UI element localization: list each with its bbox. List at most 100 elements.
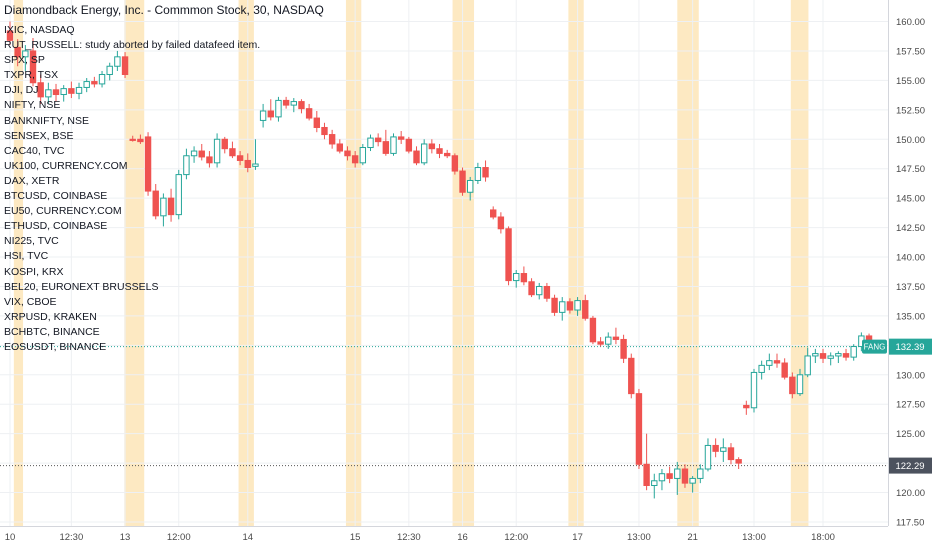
candle-body xyxy=(835,353,842,357)
legend-item[interactable]: XRPUSD, KRAKEN xyxy=(4,310,97,323)
candle-body xyxy=(720,447,727,452)
candle xyxy=(589,315,597,345)
candle xyxy=(14,39,21,67)
candle xyxy=(22,45,29,71)
price-tick-label: 137.50 xyxy=(896,282,925,293)
legend-item[interactable]: NIFTY, NSE xyxy=(4,99,61,112)
chart-title: Diamondback Energy, Inc. - Commmon Stock… xyxy=(4,3,324,17)
legend-item[interactable]: UK100, CURRENCY.COM xyxy=(4,159,128,172)
candle-body xyxy=(259,110,267,121)
candle-body xyxy=(443,152,451,157)
legend-item[interactable]: VIX, CBOE xyxy=(4,295,57,308)
candle xyxy=(490,206,497,220)
candle-body xyxy=(29,50,37,84)
legend-item[interactable]: SENSEX, BSE xyxy=(4,129,74,142)
time-tick-label: 18:00 xyxy=(811,532,835,543)
candle xyxy=(720,438,727,462)
time-tick-label: 12:00 xyxy=(504,532,528,543)
session-band xyxy=(452,0,475,526)
legend-item[interactable]: NI225, TVC xyxy=(4,235,59,248)
legend-item[interactable]: BEL20, EURONEXT BRUSSELS xyxy=(4,280,159,293)
candle-body xyxy=(298,101,305,110)
crosshair-price-tag xyxy=(889,457,932,474)
candle-body xyxy=(827,355,834,359)
price-tick-label: 117.50 xyxy=(896,518,924,529)
candle xyxy=(275,96,282,122)
candle-body xyxy=(290,101,297,106)
candle-body xyxy=(796,374,804,395)
session-band xyxy=(345,0,362,526)
candle xyxy=(482,160,489,182)
candle-body xyxy=(482,167,489,178)
legend-item[interactable]: ETHUSD, COINBASE xyxy=(4,220,108,233)
candle-body xyxy=(68,88,75,94)
candle xyxy=(467,176,474,201)
candle-body xyxy=(635,393,643,465)
candle-body xyxy=(612,336,620,340)
candle-body xyxy=(374,137,382,143)
price-axis[interactable]: 117.50120.00122.50125.00127.50130.00132.… xyxy=(888,0,926,529)
candle-body xyxy=(305,108,313,119)
price-tick-label: 147.50 xyxy=(896,164,925,175)
candle xyxy=(842,348,850,361)
candle xyxy=(559,297,566,321)
candle xyxy=(374,133,382,147)
candle xyxy=(6,21,14,46)
candle xyxy=(582,294,589,321)
candle xyxy=(198,143,205,161)
candle xyxy=(666,466,673,484)
legend-item[interactable]: IXIC, NASDAQ xyxy=(4,24,75,36)
legend-item[interactable]: HSI, TVC xyxy=(4,250,49,263)
candle xyxy=(313,111,321,133)
candle-body xyxy=(597,341,604,345)
legend-item[interactable]: DAX, XETR xyxy=(4,174,60,187)
candle-body xyxy=(781,362,788,378)
legend-item[interactable]: TXPR, TSX xyxy=(4,69,59,82)
candle-body xyxy=(643,463,650,486)
candle-body xyxy=(336,143,344,152)
legend-item[interactable]: EOSUSDT, BINANCE xyxy=(4,340,107,353)
candle-body xyxy=(267,110,274,118)
crosshair-price-label: 122.29 xyxy=(895,461,924,472)
candle xyxy=(160,193,167,227)
candle-body xyxy=(37,82,44,98)
legend-item[interactable]: DJI, DJ xyxy=(4,84,39,97)
legend-item[interactable]: BTCUSD, COINBASE xyxy=(4,190,108,203)
candle xyxy=(83,78,90,93)
candle xyxy=(658,469,666,491)
legend-item[interactable]: SPX, SP xyxy=(4,54,45,67)
candle-body xyxy=(144,136,152,192)
candle-body xyxy=(789,376,796,395)
candle xyxy=(451,153,459,175)
legend-item[interactable]: BANKNIFTY, NSE xyxy=(4,114,89,127)
candle xyxy=(436,143,443,159)
candle-body xyxy=(183,155,190,176)
time-tick-label: 17 xyxy=(572,532,583,543)
price-lines xyxy=(0,346,888,467)
candle-body xyxy=(559,301,566,313)
candle-body xyxy=(321,126,328,136)
candle xyxy=(397,131,405,144)
legend-item[interactable]: RUT_RUSSELL: study aborted by failed dat… xyxy=(4,39,261,52)
candle-body xyxy=(6,30,14,41)
price-tick-label: 155.00 xyxy=(896,76,925,87)
legend-item[interactable]: CAC40, TVC xyxy=(4,144,65,157)
legend-item[interactable]: KOSPI, KRX xyxy=(4,265,64,278)
candle-body xyxy=(697,468,704,479)
candle-body xyxy=(282,99,290,106)
candle xyxy=(574,297,581,316)
candle xyxy=(773,353,781,368)
legend-item[interactable]: BCHBTC, BINANCE xyxy=(4,325,100,338)
candle-body xyxy=(727,447,735,461)
candle xyxy=(175,169,182,220)
time-axis[interactable]: 10 12:30 13 12:00 14 15 12:30 16 12:00 17 13:00 21 1… xyxy=(0,526,888,544)
candle-body xyxy=(91,81,98,85)
legend-item[interactable]: EU50, CURRENCY.COM xyxy=(4,205,122,218)
candle-body xyxy=(474,167,482,181)
candle-body xyxy=(819,353,827,359)
candle-body xyxy=(175,174,182,216)
candle xyxy=(520,266,528,286)
candle-body xyxy=(382,141,390,154)
